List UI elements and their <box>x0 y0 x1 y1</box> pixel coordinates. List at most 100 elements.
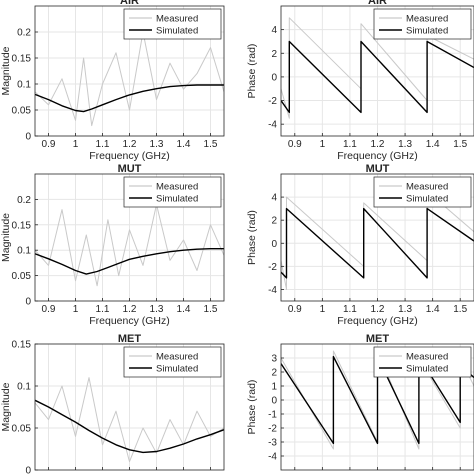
chart-title: MET <box>118 333 142 345</box>
x-tick-label: 0.9 <box>42 304 56 315</box>
y-tick-label: 0.05 <box>12 271 32 282</box>
y-tick-label: 0.1 <box>17 382 31 393</box>
y-tick-label: -4 <box>268 285 277 296</box>
legend-box <box>123 8 222 40</box>
y-tick-label: 0.1 <box>17 246 31 257</box>
x-tick-label: 1 <box>320 139 326 150</box>
y-axis-label: Phase (rad) <box>246 380 258 435</box>
y-tick-label: 0.1 <box>17 80 31 91</box>
x-tick-label: 1.1 <box>96 304 110 315</box>
series-line-simulated <box>281 207 474 279</box>
chart-title: AIR <box>120 0 139 7</box>
y-tick-label: 0 <box>271 396 277 407</box>
y-tick-label: 0.05 <box>12 106 32 117</box>
x-tick-label: 1.1 <box>343 304 357 315</box>
panel-1: 0.9 1 1.1 1.2 1.3 1.4 1.5 0 0.05 0.1 0.15 0.2 AIR Fre… <box>0 0 225 162</box>
legend-label-simulated: Simulated <box>406 26 448 37</box>
x-tick-label: 1.5 <box>453 304 467 315</box>
y-axis-label: Magnitude <box>0 46 12 95</box>
x-tick-label: 1 <box>73 304 79 315</box>
y-tick-label: 1 <box>271 382 277 393</box>
y-tick-label: 4 <box>271 25 277 36</box>
x-axis-label: Frequency (GHz) <box>337 315 418 327</box>
series-line-simulated <box>35 399 224 454</box>
legend-box <box>373 346 472 378</box>
x-tick-label: 1.5 <box>204 304 218 315</box>
chart-title: MUT <box>118 163 142 175</box>
x-tick-label: 1.2 <box>371 139 385 150</box>
y-tick-label: 0 <box>25 132 31 143</box>
legend-label-measured: Measured <box>406 182 448 193</box>
y-tick-label: 0.15 <box>12 220 32 231</box>
y-axis-label: Phase (rad) <box>246 210 258 265</box>
series-line-simulated <box>281 355 474 445</box>
legend-box <box>123 346 222 378</box>
series-line-simulated <box>281 40 474 114</box>
legend-label-measured: Measured <box>156 352 198 363</box>
series-line-measured <box>35 204 224 287</box>
x-tick-label: 1.4 <box>426 304 440 315</box>
x-tick-label: 1.1 <box>343 139 357 150</box>
series-line-simulated <box>35 247 224 275</box>
y-tick-label: 0.15 <box>12 340 32 351</box>
y-tick-label: 0 <box>25 466 31 474</box>
y-tick-label: 0.05 <box>12 424 32 435</box>
y-tick-label: -2 <box>268 424 277 435</box>
series-group <box>281 17 474 119</box>
legend-box <box>373 8 472 40</box>
legend-label-measured: Measured <box>156 182 198 193</box>
legend-label-simulated: Simulated <box>156 194 198 205</box>
legend-label-simulated: Simulated <box>156 26 198 37</box>
x-tick-label: 1.4 <box>177 139 191 150</box>
y-tick-label: 4 <box>271 193 277 204</box>
x-tick-label: 1.2 <box>123 139 137 150</box>
y-tick-label: 0.2 <box>17 195 31 206</box>
x-axis-label: Frequency (GHz) <box>89 315 170 327</box>
panel-5: 0.911.11.21.31.41.500.050.10.15METFreque… <box>0 333 225 474</box>
series-line-measured <box>35 31 224 127</box>
series-group <box>281 350 474 450</box>
x-axis-label: Frequency (GHz) <box>89 150 170 162</box>
x-tick-label: 1.4 <box>426 139 440 150</box>
y-axis-label: Phase (rad) <box>246 44 258 99</box>
x-tick-label: 0.9 <box>288 304 302 315</box>
y-tick-label: -2 <box>268 262 277 273</box>
legend-label-measured: Measured <box>406 14 448 25</box>
legend-label-measured: Measured <box>406 352 448 363</box>
y-tick-label: 0 <box>271 72 277 83</box>
y-tick-label: -3 <box>268 438 277 449</box>
y-axis-label: Magnitude <box>0 213 12 262</box>
y-tick-label: 0 <box>271 239 277 250</box>
series-line-simulated <box>35 84 224 113</box>
y-tick-label: 3 <box>271 354 277 365</box>
x-tick-label: 1.2 <box>123 304 137 315</box>
y-tick-label: 0.2 <box>17 28 31 39</box>
x-tick-label: 1.5 <box>453 139 467 150</box>
series-group <box>35 377 224 463</box>
panel-3: 0.9 1 1.1 1.2 1.3 1.4 1.5 0 0.05 0.1 0.15 0.2 MUT Fre… <box>0 163 225 327</box>
x-tick-label: 1.4 <box>177 304 191 315</box>
x-tick-label: 0.9 <box>42 139 56 150</box>
legend-label-simulated: Simulated <box>156 364 198 375</box>
y-tick-label: 2 <box>271 49 277 60</box>
x-tick-label: 1.1 <box>96 139 110 150</box>
legend-box <box>373 176 472 208</box>
panel-4: 0.9 1 1.1 1.2 1.3 1.4 1.5 -4 -2 0 2 4 MUT Frequency (… <box>246 163 474 327</box>
series-line-measured <box>35 377 224 463</box>
panel-6: 0.911.11.21.31.41.5-4-3-2-10123METFreque… <box>246 333 474 474</box>
x-tick-label: 0.9 <box>288 139 302 150</box>
y-tick-label: -2 <box>268 96 277 107</box>
chart-title: MUT <box>366 163 390 175</box>
x-axis-label: Frequency (GHz) <box>337 150 418 162</box>
series-group <box>35 204 224 287</box>
y-tick-label: 0.15 <box>12 54 32 65</box>
x-tick-label: 1 <box>320 304 326 315</box>
series-group <box>35 31 224 127</box>
x-tick-label: 1.3 <box>398 139 412 150</box>
chart-title: MET <box>366 333 390 345</box>
x-tick-label: 1.2 <box>371 304 385 315</box>
